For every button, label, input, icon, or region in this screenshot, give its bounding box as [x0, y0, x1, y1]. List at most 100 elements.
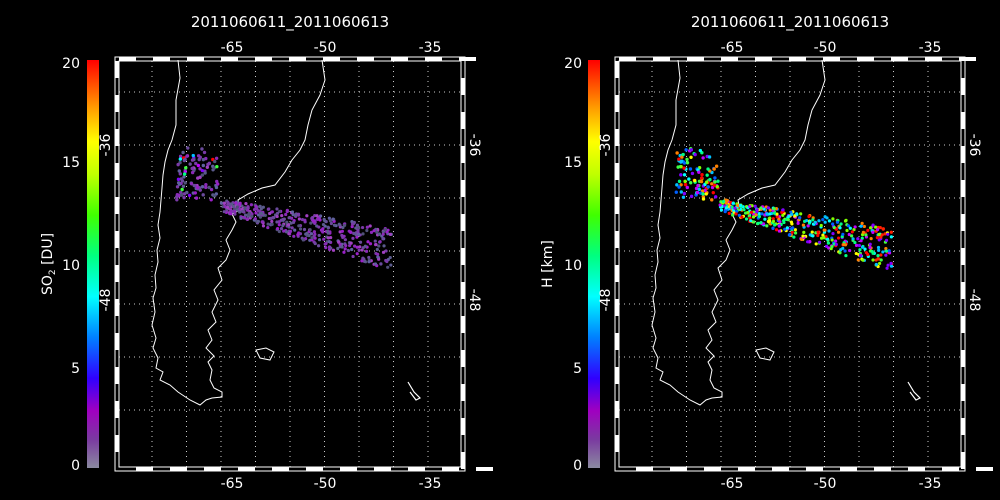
plume-point [275, 227, 280, 231]
plume-point [318, 214, 323, 218]
plume-point [317, 225, 321, 229]
plume-point [859, 224, 863, 228]
colorbar-tick-5: 5 [71, 361, 80, 377]
plume-point [785, 226, 789, 230]
plume-point [298, 227, 303, 231]
plume-point [189, 182, 194, 186]
plume-point [285, 208, 289, 213]
plume-point [327, 239, 331, 244]
plume-point [201, 193, 205, 197]
plume-point [292, 234, 296, 238]
plume-point [814, 242, 818, 246]
coastline [151, 59, 422, 406]
plume-point [699, 176, 704, 180]
plume-point [827, 219, 832, 223]
plume-point [823, 220, 827, 224]
plume-point [768, 219, 772, 223]
plume-point [862, 224, 866, 229]
plume-point [312, 240, 316, 244]
plume-point [249, 203, 253, 207]
plume-point [216, 182, 220, 186]
plume-point [212, 166, 217, 170]
plume-point [871, 258, 875, 262]
plume-point [754, 213, 758, 217]
plume-point [854, 251, 858, 256]
plume-point [712, 183, 717, 187]
plume-point [175, 198, 179, 202]
plume-point [871, 230, 875, 234]
plume-point [373, 239, 377, 243]
plume-point [269, 216, 273, 220]
plume-point [790, 212, 794, 216]
plume-point [682, 173, 687, 177]
plume-point [831, 222, 835, 226]
plume-point [200, 168, 205, 173]
plume-point [738, 203, 743, 207]
plume-point [363, 244, 367, 248]
plume-point [799, 212, 803, 216]
plume-point [768, 212, 772, 216]
plume-point [260, 220, 264, 224]
plume-point [693, 178, 697, 183]
plume-point [734, 212, 738, 216]
plume-point [685, 157, 689, 162]
plume-point [383, 228, 388, 232]
plume-point [284, 230, 289, 234]
plume-point [677, 185, 681, 189]
plume-point [360, 225, 365, 230]
plume-point [239, 216, 243, 220]
plume-point [699, 179, 704, 184]
plume-point [186, 146, 190, 150]
plume-point [281, 217, 285, 222]
plume-point [326, 231, 330, 235]
plume-point [232, 207, 237, 211]
plume-point [245, 217, 249, 221]
plume-point [198, 167, 202, 171]
plume-point [309, 221, 313, 225]
plume-point [201, 157, 206, 162]
plume-point [783, 227, 787, 231]
plume-point [727, 211, 731, 216]
plume-point [744, 217, 749, 221]
plume-point [386, 265, 390, 269]
plume-point [296, 212, 301, 216]
plume-point [337, 222, 341, 226]
plume-point [366, 240, 370, 244]
plume-point [243, 206, 247, 211]
plume-point [807, 214, 811, 219]
plume-point [183, 157, 187, 162]
plume-point [710, 182, 714, 186]
plume-point [810, 230, 814, 234]
plume-point [757, 214, 762, 219]
plume-point [876, 257, 880, 261]
plume-point [868, 226, 873, 230]
plume-point [376, 255, 380, 259]
plume-point [379, 262, 383, 266]
plume-point [195, 186, 200, 190]
lon-tick-top: -50 [814, 40, 837, 56]
plume-point [321, 229, 325, 233]
plume-point [302, 227, 307, 232]
plume-point [821, 233, 825, 237]
plume-point [798, 216, 802, 220]
plume-point [357, 226, 361, 230]
plume-point [180, 187, 184, 192]
plume-point [179, 190, 183, 195]
plume-point [846, 224, 851, 228]
plume-point [753, 204, 757, 208]
plume-point [870, 249, 874, 254]
plume-point [688, 181, 693, 185]
plume-point [873, 225, 878, 229]
plume-point [813, 220, 817, 224]
plume-point [285, 220, 289, 224]
plume-point [381, 232, 385, 236]
plume-point [755, 208, 759, 212]
plume-point [368, 224, 372, 228]
plume-point [235, 208, 239, 212]
plume-point [886, 263, 890, 267]
plume-point [324, 242, 328, 246]
plume-point [777, 229, 781, 233]
plume-point [190, 158, 195, 162]
plume-point [842, 242, 846, 247]
plume-point [331, 248, 336, 252]
